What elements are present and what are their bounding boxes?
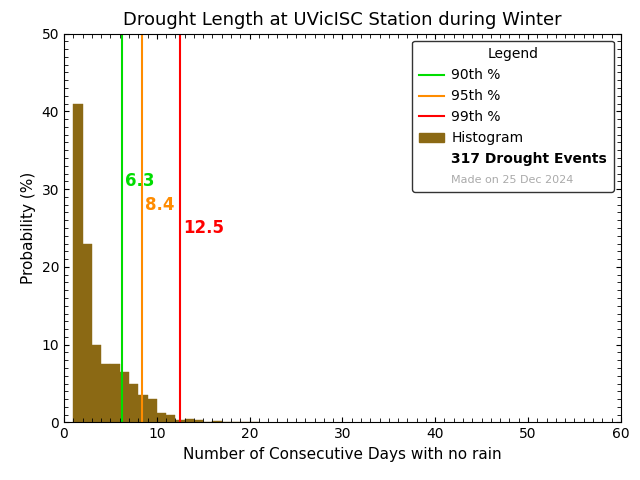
Bar: [184, 419, 194, 422]
Bar: [138, 395, 148, 422]
Bar: [175, 420, 184, 422]
Bar: [101, 364, 111, 422]
Bar: [212, 421, 222, 422]
Title: Drought Length at UVicISC Station during Winter: Drought Length at UVicISC Station during…: [123, 11, 562, 29]
Bar: [111, 364, 120, 422]
Text: 12.5: 12.5: [183, 219, 224, 237]
Text: 6.3: 6.3: [125, 172, 155, 191]
Bar: [120, 372, 129, 422]
Bar: [92, 345, 101, 422]
Bar: [73, 104, 83, 422]
Y-axis label: Probability (%): Probability (%): [21, 172, 36, 284]
Bar: [129, 384, 138, 422]
Bar: [166, 415, 175, 422]
Text: 8.4: 8.4: [145, 196, 174, 214]
Legend: 90th %, 95th %, 99th %, Histogram, 317 Drought Events, Made on 25 Dec 2024: 90th %, 95th %, 99th %, Histogram, 317 D…: [412, 40, 614, 192]
Bar: [194, 420, 204, 422]
X-axis label: Number of Consecutive Days with no rain: Number of Consecutive Days with no rain: [183, 447, 502, 462]
Bar: [147, 399, 157, 422]
Bar: [157, 413, 166, 422]
Bar: [83, 243, 92, 422]
